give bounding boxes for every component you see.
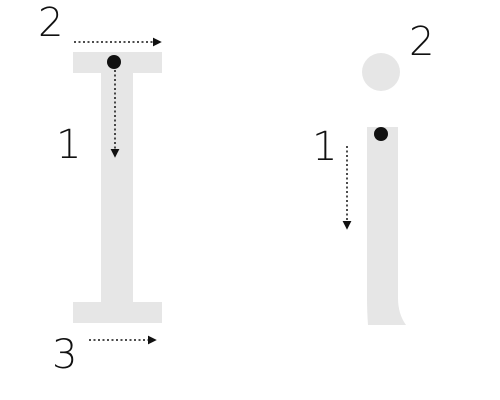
uppercase-i-bottom-serif (73, 302, 162, 323)
lowercase-i-stroke-2: 2 (409, 19, 434, 65)
uppercase-i-stroke-2: 2 (38, 0, 162, 47)
uppercase-i-stroke-3: 3 (52, 332, 157, 378)
uppercase-i-stroke-2-label: 2 (38, 0, 63, 46)
uppercase-i-stroke-1-label: 1 (56, 122, 81, 168)
uppercase-i-glyph (73, 52, 162, 323)
lowercase-i-stroke-2-label: 2 (409, 19, 434, 65)
lowercase-i-glyph (362, 53, 406, 325)
lowercase-i-tittle (362, 53, 400, 91)
uppercase-i-stroke-1: 1 (56, 55, 121, 168)
lowercase-i-stroke-1-start-dot (374, 127, 388, 141)
lowercase-i-stroke-1: 1 (312, 124, 388, 230)
uppercase-i-stem (101, 52, 133, 323)
uppercase-i-stroke-3-label: 3 (52, 332, 77, 378)
uppercase-i-stroke-1-start-dot (107, 55, 121, 69)
lowercase-i-stem (367, 127, 406, 325)
lowercase-i-stroke-1-label: 1 (312, 124, 337, 170)
